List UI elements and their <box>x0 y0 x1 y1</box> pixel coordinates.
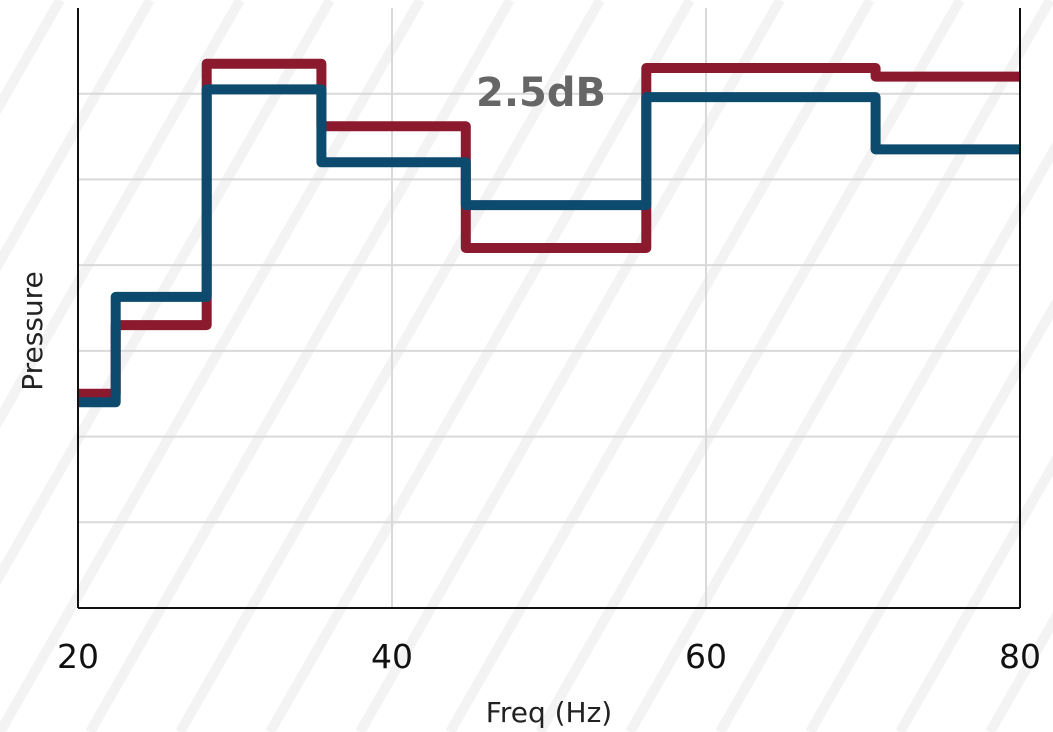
axes <box>77 8 1021 609</box>
x-tick-label: 80 <box>999 637 1041 676</box>
series-line-1 <box>78 58 1020 399</box>
background-stripe <box>0 0 335 586</box>
series-layer <box>78 58 1020 408</box>
x-axis-label: Freq (Hz) <box>486 696 612 729</box>
x-tick-label: 20 <box>57 637 99 676</box>
background-stripe <box>265 0 695 732</box>
background-stripe <box>715 141 1053 732</box>
background-stripe <box>0 0 155 272</box>
x-tick-label: 60 <box>685 637 727 676</box>
background-stripe <box>355 0 785 732</box>
y-axis-label: Pressure <box>16 271 49 391</box>
background-stripe <box>625 0 1053 732</box>
background-stripe <box>0 0 245 429</box>
series-line-2 <box>78 84 1020 408</box>
x-tick-label: 40 <box>371 637 413 676</box>
background-stripe <box>895 455 1053 732</box>
chart-annotation: 2.5dB <box>476 70 606 116</box>
background-stripe <box>535 0 965 732</box>
background-stripe <box>175 0 605 732</box>
background-stripe <box>445 0 875 732</box>
background-stripe <box>85 0 515 732</box>
x-tick-labels: 20 40 60 80 <box>57 637 1041 676</box>
